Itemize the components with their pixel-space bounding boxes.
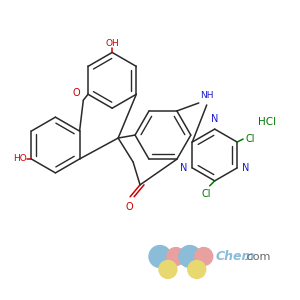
Text: O: O — [125, 202, 133, 212]
Circle shape — [167, 248, 185, 266]
Text: N: N — [242, 163, 250, 173]
Text: Cl: Cl — [202, 189, 211, 199]
Text: Cl: Cl — [245, 134, 255, 144]
Text: OH: OH — [105, 40, 119, 49]
Circle shape — [195, 248, 213, 266]
Circle shape — [159, 260, 177, 278]
Circle shape — [149, 246, 171, 268]
Text: N: N — [211, 114, 218, 124]
Text: HCl: HCl — [258, 117, 277, 127]
Circle shape — [188, 260, 206, 278]
Text: HO: HO — [14, 154, 27, 164]
Text: N: N — [180, 163, 187, 173]
Circle shape — [179, 246, 201, 268]
Text: O: O — [73, 88, 80, 98]
Text: NH: NH — [200, 91, 213, 100]
Text: .com: .com — [244, 251, 271, 262]
Text: Chem: Chem — [216, 250, 255, 263]
